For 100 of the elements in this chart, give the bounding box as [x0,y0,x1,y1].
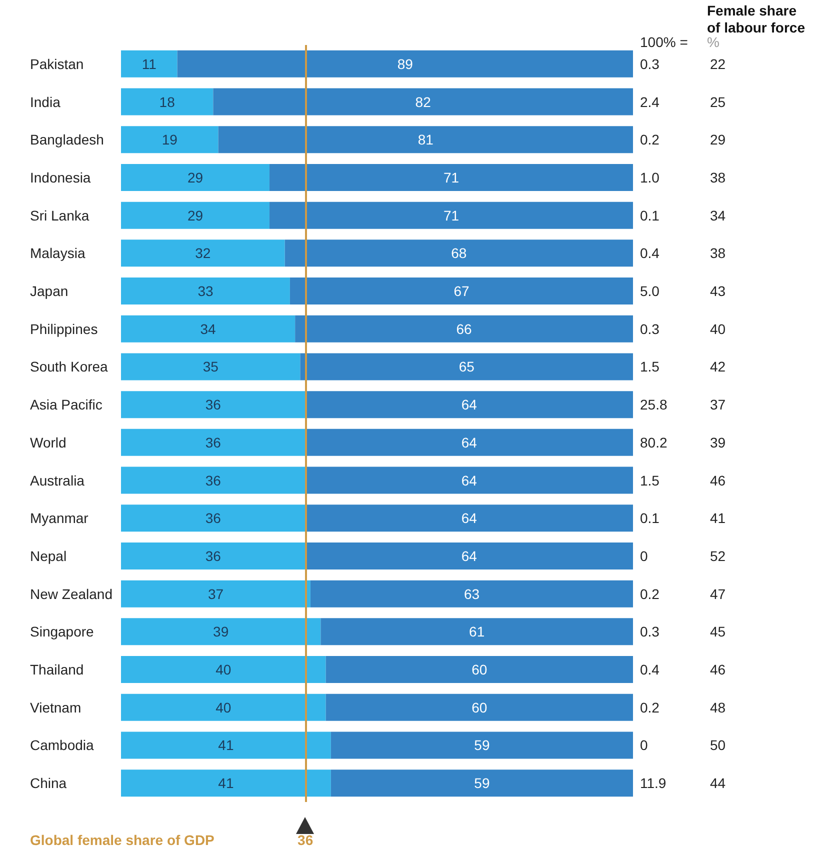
data-label: 33 [198,283,214,300]
data-label: 18 [159,94,176,110]
bar [310,580,633,608]
data-label: 29 [710,132,726,148]
data-label: 0.2 [640,132,660,148]
bar [121,50,178,78]
bar [121,240,285,267]
data-label: 0.3 [640,624,660,640]
bar [290,278,633,305]
data-label: 63 [464,586,480,602]
data-label: 36 [205,548,222,564]
bar [300,353,633,380]
data-label: 89 [397,56,414,72]
data-label: 46 [710,472,726,488]
y-tick-label: India [30,94,61,110]
data-label: 80.2 [640,434,668,450]
data-label: 29 [187,169,204,186]
data-label: 0 [640,548,648,564]
data-label: 64 [461,510,478,526]
bar [305,504,633,532]
text: 100% = [640,34,688,50]
data-label: 71 [443,207,460,224]
data-label: 45 [710,624,726,640]
y-tick-label: Malaysia [30,245,86,262]
bar [121,542,306,570]
bar [213,88,633,116]
data-label: 2.4 [640,94,660,110]
data-label: 39 [710,434,726,450]
bar [121,353,300,380]
bar [121,315,296,342]
y-tick-label: South Korea [30,358,108,375]
data-label: 29 [187,207,204,224]
y-tick-label: Japan [30,283,68,300]
data-label: 59 [474,775,490,792]
bar [177,50,633,78]
data-label: 1.5 [640,358,660,375]
data-label: 36 [205,396,222,413]
data-label: 59 [474,737,490,754]
y-tick-label: Cambodia [30,737,94,754]
data-label: 40 [710,320,726,337]
text: % [707,34,720,50]
data-label: 37 [208,586,224,602]
bar [121,618,321,646]
y-tick-label: Asia Pacific [30,396,102,413]
bar [121,88,214,116]
bar [269,164,633,191]
bar [326,694,633,721]
y-tick-label: Singapore [30,624,94,640]
data-label: 64 [461,434,478,450]
data-label: 0 [640,737,648,754]
bar [121,278,290,305]
data-label: 41 [218,775,234,792]
bar [305,391,633,418]
data-label: 35 [202,358,219,375]
data-label: 50 [710,737,726,754]
bar [326,656,633,684]
bar [121,391,306,418]
data-label: 0.3 [640,320,660,337]
data-label: 0.1 [640,207,660,224]
data-label: 0.2 [640,586,660,602]
data-label: 11.9 [640,775,666,792]
bar [218,126,633,154]
data-label: 40 [216,699,232,716]
data-label: 81 [418,132,434,148]
data-label: 38 [710,245,726,262]
data-label: 66 [456,320,472,337]
y-tick-label: Nepal [30,548,67,564]
data-label: 11 [142,56,157,72]
bar [121,126,218,154]
data-label: 34 [710,207,726,224]
y-tick-label: Sri Lanka [30,207,90,224]
bar [121,732,331,759]
bar [121,428,306,456]
data-label: 0.1 [640,510,660,526]
data-label: 48 [710,699,726,716]
y-tick-label: Indonesia [30,169,91,186]
bar [121,466,306,494]
data-label: 68 [451,245,467,262]
data-label: 0.3 [640,56,660,72]
data-label: 36 [205,434,222,450]
y-tick-label: Australia [30,472,85,488]
bar [269,202,633,229]
bar [284,240,633,267]
bar [121,504,306,532]
bar [121,694,326,721]
data-label: 0.4 [640,662,660,678]
y-tick-label: Vietnam [30,699,82,716]
data-label: 44 [710,775,726,792]
bar [295,315,633,342]
bar [320,618,633,646]
ref-line-label: Global female share of GDP [30,832,214,848]
data-label: 60 [472,699,488,716]
data-label: 39 [213,624,229,640]
data-label: 46 [710,662,726,678]
data-label: 0.2 [640,699,660,716]
bar [121,770,331,797]
data-label: 1.0 [640,169,660,186]
y-tick-label: Pakistan [30,56,84,72]
bar [121,202,270,229]
bar [121,656,326,684]
